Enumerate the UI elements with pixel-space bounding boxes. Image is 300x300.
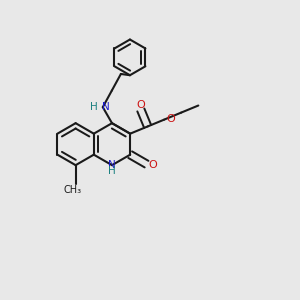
Text: H: H [108, 166, 116, 176]
Text: N: N [102, 102, 110, 112]
Text: O: O [136, 100, 145, 110]
Text: N: N [108, 160, 116, 170]
Text: H: H [90, 102, 98, 112]
Text: O: O [166, 114, 175, 124]
Text: CH₃: CH₃ [63, 185, 81, 195]
Text: O: O [148, 160, 157, 170]
